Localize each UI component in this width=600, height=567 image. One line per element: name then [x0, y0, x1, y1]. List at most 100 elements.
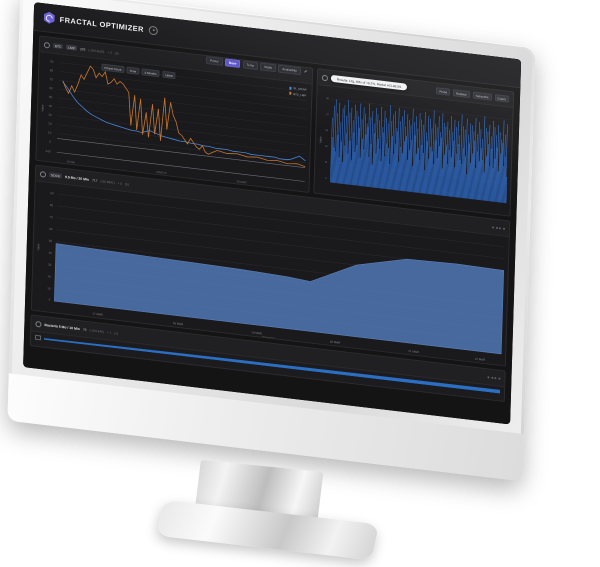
- hexagon-logo-icon: [44, 11, 55, 24]
- svg-text:60: 60: [49, 86, 53, 90]
- svg-text:20 MAR: 20 MAR: [330, 340, 341, 345]
- panel-bottom-title: Bacteria 5 Mo / 10 Min: [44, 322, 80, 331]
- svg-text:0: 0: [49, 140, 51, 144]
- svg-text:70: 70: [326, 113, 329, 116]
- button-export[interactable]: Export: [494, 94, 510, 103]
- panel-tag-lmp[interactable]: LMP: [66, 44, 77, 51]
- legend-label-btc-lmp: BTC_LMP: [293, 91, 307, 98]
- svg-text:-100: -100: [45, 149, 51, 154]
- svg-text:50: 50: [49, 95, 53, 99]
- wave-chart-plot: 90 70 50 30 10 0 Value: [314, 85, 513, 216]
- area-chart-plot: 90 80 70 60 50 40 30 20 10: [31, 181, 509, 367]
- dashboard-row-top: BTC LMP 293 (-100.4592) + 3 (3): [35, 35, 515, 217]
- svg-text:21 MAR: 21 MAR: [408, 349, 419, 354]
- svg-text:MAR 22: MAR 22: [156, 170, 167, 175]
- panel-area-title: 9.5 Mo / 20 Min: [64, 174, 90, 182]
- svg-text:90: 90: [326, 97, 329, 100]
- clock-icon: [43, 41, 51, 49]
- svg-text:18 Mar: 18 Mar: [66, 159, 75, 164]
- app-brand-title: FRACTAL OPTIMIZER: [59, 14, 145, 34]
- svg-text:80: 80: [50, 203, 54, 207]
- panel-area-chart: SOCK 9.5 Mo / 20 Min 717 (-55.6891) + 5 …: [30, 164, 511, 367]
- svg-text:0: 0: [325, 177, 327, 180]
- panel-wave-chart: Results: 12g, 4Mo of <6.2%, Market #CL#6…: [313, 68, 515, 217]
- svg-text:90: 90: [50, 59, 54, 63]
- svg-text:30: 30: [48, 113, 52, 117]
- svg-text:40: 40: [48, 251, 52, 255]
- svg-text:20: 20: [48, 122, 52, 126]
- legend-item-btc-lmp: BTC_LMP: [289, 91, 306, 97]
- pencil-icon[interactable]: [303, 69, 308, 75]
- svg-text:80: 80: [50, 68, 54, 72]
- button-subscribe[interactable]: Subscribe: [472, 91, 492, 101]
- area-chart-svg: 90 80 70 60 50 40 30 20 10: [47, 191, 505, 362]
- chart-type-icon[interactable]: [34, 334, 42, 340]
- panel-area-value: 717: [91, 177, 98, 183]
- clock-icon: [39, 170, 47, 178]
- panel-bottom-strip: Bacteria 5 Mo / 10 Min 76 (-103.446) + 1…: [29, 314, 506, 403]
- monitor-screen: FRACTAL OPTIMIZER BTC L: [23, 2, 522, 425]
- clock-icon: [35, 320, 42, 328]
- line-chart-legend: SL_MCAP BTC_LMP: [286, 84, 309, 99]
- bottom-area-series: [43, 338, 501, 394]
- panel-delta: + 3: [107, 49, 112, 55]
- dashboard-body: BTC LMP 293 (-100.4592) + 3 (3): [24, 31, 521, 407]
- tab-base[interactable]: Base: [224, 58, 241, 69]
- chart-y-ticks: 90 80 70 60 50 40 30 20: [45, 59, 54, 153]
- panel-line-chart: BTC LMP 293 (-100.4592) + 3 (3): [35, 35, 314, 193]
- button-replace[interactable]: Replace: [452, 89, 470, 99]
- legend-swatch-sl-mcap: [289, 86, 292, 90]
- panel-tag-btc[interactable]: BTC: [52, 42, 64, 50]
- chart-x-ticks: 18 Mar MAR 22 26.MAR: [66, 159, 246, 184]
- svg-text:90: 90: [50, 191, 54, 195]
- svg-text:60: 60: [49, 227, 53, 231]
- wave-bars: [330, 99, 508, 204]
- svg-text:10: 10: [48, 130, 52, 134]
- area-chart-xlabel: timestamp: [261, 335, 275, 341]
- svg-text:10: 10: [47, 286, 51, 290]
- legend-swatch-btc-lmp: [289, 92, 292, 95]
- bottom-sparkline: [43, 336, 501, 394]
- panel-range: (-100.4592): [88, 47, 105, 54]
- line-chart-ylabel: Value: [40, 104, 45, 112]
- panel-area-menu-icon[interactable]: [492, 225, 506, 230]
- tab-watts[interactable]: Watts: [260, 62, 277, 73]
- monitor-bezel: FRACTAL OPTIMIZER BTC L: [7, 0, 536, 482]
- button-probe[interactable]: Probe: [436, 87, 451, 96]
- svg-text:20: 20: [48, 274, 52, 278]
- panel-delta-sub: (3): [114, 50, 119, 56]
- clock-icon: [321, 74, 329, 81]
- svg-text:18 MAR: 18 MAR: [173, 321, 184, 326]
- chart-gridlines: [57, 62, 308, 164]
- wave-chart-svg: 90 70 50 30 10 0: [324, 97, 511, 204]
- svg-text:70: 70: [49, 215, 53, 219]
- series-btc-lmp: [62, 65, 306, 168]
- panel-bottom-delta: + 1: [106, 329, 112, 335]
- panel-tag-sock[interactable]: SOCK: [48, 172, 63, 179]
- svg-text:50: 50: [49, 239, 53, 243]
- panel-bottom-spark-row: [31, 331, 504, 397]
- panel-area-delta-sub: (5): [125, 181, 130, 187]
- button-latest[interactable]: Latest: [161, 70, 177, 80]
- svg-text:30: 30: [325, 145, 328, 148]
- svg-text:50: 50: [325, 129, 328, 132]
- svg-text:70: 70: [50, 77, 54, 81]
- line-chart-xlabel: timestamp: [165, 173, 179, 180]
- tab-temp[interactable]: Temp: [242, 60, 259, 71]
- line-chart-plot: 90 80 70 60 50 40 30 20: [36, 52, 312, 193]
- svg-text:17 MAR: 17 MAR: [92, 312, 103, 317]
- panel-area-range: (-55.6891): [100, 178, 115, 185]
- svg-text:26.MAR: 26.MAR: [236, 179, 246, 184]
- chart-y-ticks: 90 70 50 30 10 0: [324, 97, 329, 180]
- svg-text:19 MAR: 19 MAR: [251, 330, 262, 335]
- panel-bottom-range: (-103.446): [89, 327, 104, 334]
- svg-text:40: 40: [49, 104, 53, 108]
- gear-icon[interactable]: [148, 25, 159, 36]
- button-time[interactable]: Time: [126, 66, 140, 76]
- panel-value: 293: [79, 46, 86, 52]
- svg-text:22 MAR: 22 MAR: [475, 357, 486, 362]
- panel-bottom-menu-icon[interactable]: [487, 375, 501, 380]
- svg-text:10: 10: [324, 161, 327, 164]
- panel-area-delta: + 5: [117, 180, 123, 186]
